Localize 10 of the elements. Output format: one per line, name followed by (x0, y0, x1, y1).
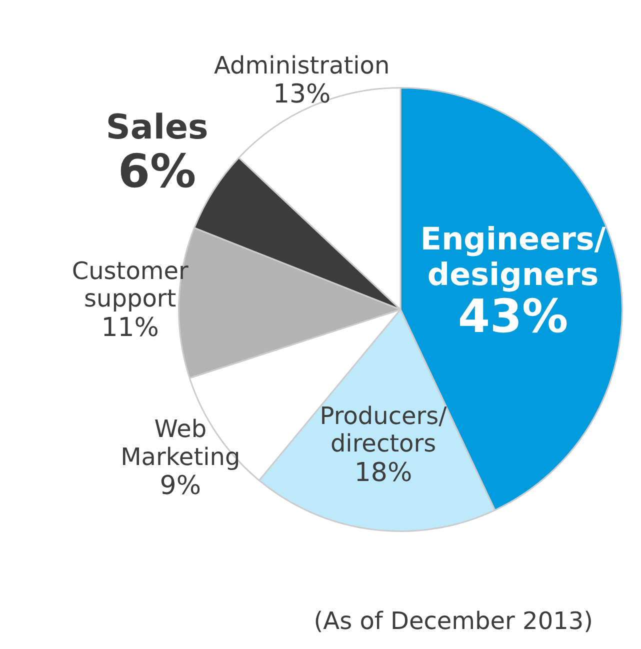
data-label: 13% (272, 80, 331, 110)
slice-label: Web Marketing (120, 415, 240, 471)
slice-label: Producers/ directors (320, 402, 448, 458)
data-label: 9% (160, 470, 202, 501)
data-label: 18% (354, 458, 412, 488)
slice-label: Engineers/ designers (420, 221, 606, 293)
slice-label: Administration (214, 52, 390, 80)
data-label: 11% (101, 312, 159, 343)
text: (As of December 2013) (314, 607, 593, 636)
slice-label: Customer support (72, 257, 189, 313)
